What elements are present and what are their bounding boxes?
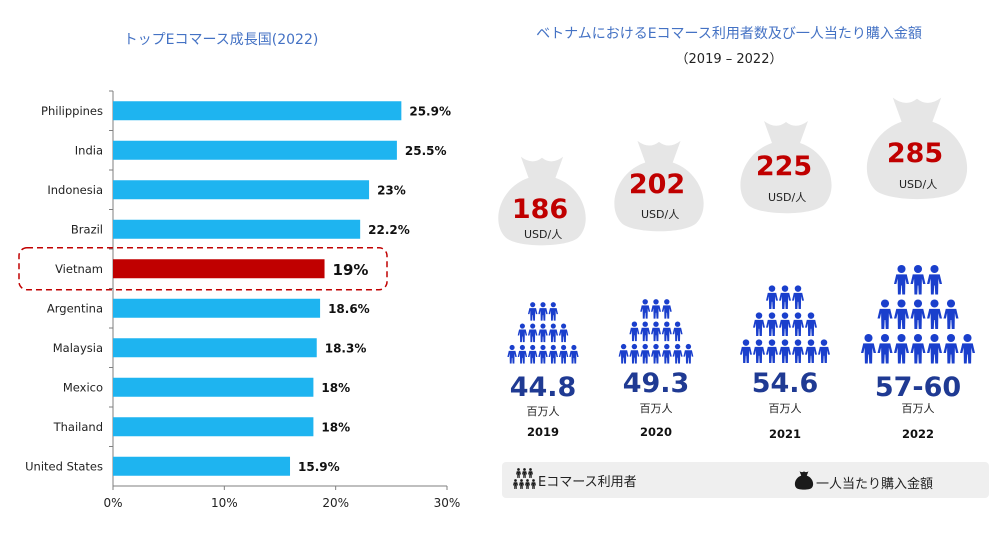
value-label: 23% [377, 183, 406, 197]
spend-unit: USD/人 [641, 208, 679, 221]
users-value: 44.8 [510, 372, 577, 403]
spend-unit: USD/人 [768, 191, 806, 204]
value-label: 19% [333, 261, 369, 279]
people-group-icon [861, 265, 975, 364]
users-value: 49.3 [623, 368, 690, 399]
category-label: Brazil [71, 222, 103, 236]
bar-united-states [113, 457, 290, 476]
value-label: 18.3% [325, 341, 367, 355]
value-label: 25.5% [405, 144, 447, 158]
bar-india [113, 141, 397, 160]
bar-malaysia [113, 338, 317, 357]
x-tick-label: 10% [211, 496, 238, 510]
category-label: India [75, 143, 103, 157]
people-group-icon [507, 302, 578, 364]
x-tick-label: 0% [103, 496, 122, 510]
spend-value: 285 [887, 138, 943, 169]
right-chart-title: ベトナムにおけるEコマース利用者数及び一人当たり購入金額 [536, 26, 922, 42]
left-bar-chart: Philippines 25.9% India 25.5% Indonesia 23% Br… [19, 91, 460, 510]
people-group-icon [619, 299, 694, 364]
value-label: 18% [321, 381, 350, 395]
users-unit: 百万人 [769, 402, 802, 415]
users-unit: 百万人 [640, 402, 673, 415]
spend-unit: USD/人 [899, 178, 937, 191]
bar-vietnam [113, 259, 325, 278]
year-column-2020: 202 USD/人 49.3 百万人 2020 [614, 141, 703, 439]
year-label: 2019 [527, 425, 559, 439]
legend: Eコマース利用者 一人当たり購入金額 [502, 462, 989, 498]
bar-thailand [113, 417, 313, 436]
chart-canvas: トップEコマース成長国(2022) Philippines 25.9% India 2… [0, 0, 991, 535]
category-label: Mexico [63, 380, 103, 394]
bar-indonesia [113, 180, 369, 199]
users-unit: 百万人 [527, 405, 560, 418]
category-label: Philippines [41, 104, 103, 118]
category-label: Thailand [53, 420, 103, 434]
bar-mexico [113, 378, 313, 397]
bar-philippines [113, 101, 401, 120]
legend-users-label: Eコマース利用者 [538, 475, 637, 490]
people-group-icon [740, 285, 830, 363]
x-tick-label: 30% [434, 496, 461, 510]
bar-brazil [113, 220, 360, 239]
category-label: Argentina [47, 301, 103, 315]
right-chart-subtitle: （2019 – 2022） [676, 52, 783, 67]
value-label: 18% [321, 420, 350, 434]
year-column-2021: 225 USD/人 54.6 百万人 2021 [740, 121, 832, 441]
right-pictogram-chart: 186 USD/人 44.8 百万人 2019 202 USD/人 49.3 百万人 2020 22… [498, 98, 975, 441]
category-label: Malaysia [53, 341, 103, 355]
legend-spend-label: 一人当たり購入金額 [816, 476, 933, 492]
x-tick-label: 20% [322, 496, 349, 510]
category-label: United States [25, 459, 103, 473]
users-value: 54.6 [752, 368, 819, 399]
spend-value: 186 [512, 194, 568, 225]
spend-value: 225 [756, 151, 812, 182]
value-label: 22.2% [368, 223, 410, 237]
value-label: 18.6% [328, 302, 370, 316]
spend-unit: USD/人 [524, 228, 562, 241]
spend-value: 202 [629, 169, 685, 200]
value-label: 15.9% [298, 460, 340, 474]
year-label: 2021 [769, 427, 801, 441]
bar-argentina [113, 299, 320, 318]
category-label: Indonesia [47, 183, 103, 197]
left-chart-title: トップEコマース成長国(2022) [124, 32, 319, 48]
year-label: 2020 [640, 425, 672, 439]
users-value: 57-60 [875, 372, 961, 403]
year-column-2019: 186 USD/人 44.8 百万人 2019 [498, 157, 585, 439]
value-label: 25.9% [409, 104, 451, 118]
users-unit: 百万人 [902, 402, 935, 415]
year-label: 2022 [902, 427, 934, 441]
category-label: Vietnam [55, 262, 103, 276]
